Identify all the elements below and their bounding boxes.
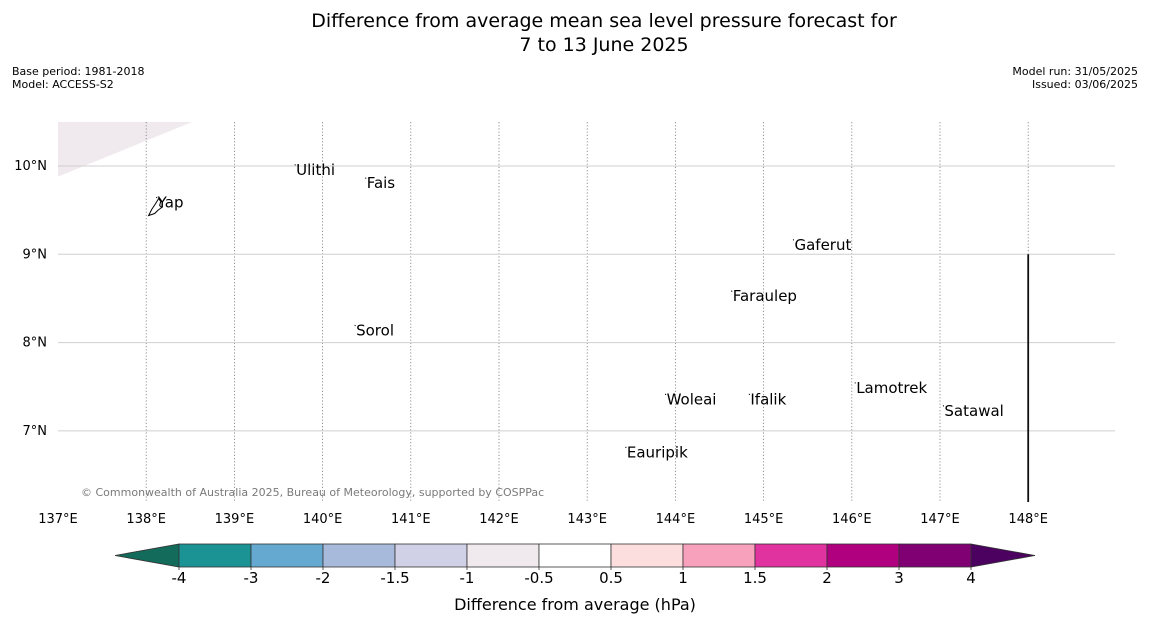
colorbar-tick-label: -2 (316, 569, 331, 587)
colorbar-tick-label: -0.5 (524, 569, 553, 587)
place-label-fais: Fais (367, 174, 396, 192)
lon-tick-label: 145°E (744, 512, 784, 527)
place-marker (854, 382, 856, 384)
place-label-eauripik: Eauripik (627, 443, 688, 461)
colorbar-segment (898, 543, 972, 568)
issued-date: Issued: 03/06/2025 (1031, 78, 1138, 91)
place-marker (156, 196, 158, 199)
lat-tick-label: 10°N (14, 159, 47, 174)
place-label-gaferut: Gaferut (794, 236, 851, 254)
base-period: Base period: 1981-2018 (12, 65, 145, 78)
lon-tick-label: 138°E (126, 512, 166, 527)
place-label-satawal: Satawal (944, 402, 1003, 420)
lon-tick-label: 140°E (303, 512, 343, 527)
colorbar-tick-label: -3 (244, 569, 259, 587)
lat-tick-label: 8°N (23, 336, 48, 351)
meta-right: Model run: 31/05/2025 Issued: 03/06/2025 (1012, 65, 1138, 91)
colorbar-segment (826, 543, 900, 568)
colorbar-segment (610, 543, 684, 568)
colorbar-segment (394, 543, 468, 568)
colorbar-segment (250, 543, 324, 568)
colorbar-tick-label: 3 (894, 569, 904, 587)
lon-tick-label: 139°E (215, 512, 255, 527)
place-label-ifalik: Ifalik (750, 390, 786, 408)
lon-tick-label: 141°E (391, 512, 431, 527)
lon-tick-label: 147°E (920, 512, 960, 527)
colorbar-arrow-low (114, 543, 180, 568)
colorbar-segment (466, 543, 540, 568)
place-marker (731, 290, 733, 292)
colorbar-tick-label: 4 (966, 569, 976, 587)
place-label-yap: Yap (157, 194, 184, 212)
copyright-notice: © Commonwealth of Australia 2025, Bureau… (81, 486, 544, 499)
yap-island-shape (147, 197, 163, 217)
colorbar-segment (754, 543, 828, 568)
shaded-region (58, 122, 193, 177)
colorbar-tick-label: -4 (172, 569, 187, 587)
colorbar-segment (178, 543, 252, 568)
colorbar-tick-label: 1.5 (743, 569, 767, 587)
lon-tick-label: 137°E (38, 512, 78, 527)
place-label-faraulep: Faraulep (733, 287, 797, 305)
colorbar-tick-label: 2 (822, 569, 832, 587)
model-name: Model: ACCESS-S2 (12, 78, 114, 91)
place-marker (748, 393, 750, 396)
chart-title: Difference from average mean sea level p… (0, 9, 1150, 57)
title-line-2: 7 to 13 June 2025 (519, 34, 689, 56)
colorbar-arrow-high (970, 543, 1036, 568)
colorbar: -4 -3 -2 -1.5 -1 -0.5 0.5 1 1.5 2 3 4 (114, 543, 1036, 587)
lon-tick-label: 148°E (1008, 512, 1048, 527)
colorbar-segment (682, 543, 756, 568)
colorbar-tick-label: 0.5 (599, 569, 623, 587)
meta-left: Base period: 1981-2018 Model: ACCESS-S2 (12, 65, 144, 91)
colorbar-tick-label: -1 (460, 569, 475, 587)
place-label-ulithi: Ulithi (296, 161, 335, 179)
lon-tick-label: 144°E (656, 512, 696, 527)
lon-tick-label: 146°E (832, 512, 872, 527)
place-marker (365, 177, 367, 179)
lat-tick-label: 9°N (23, 247, 48, 262)
place-label-woleai: Woleai (667, 390, 717, 408)
colorbar-tick-label: 1 (678, 569, 688, 587)
place-label-lamotrek: Lamotrek (856, 379, 927, 397)
model-run: Model run: 31/05/2025 (1012, 65, 1138, 78)
place-marker (792, 239, 795, 241)
title-line-1: Difference from average mean sea level p… (311, 10, 897, 32)
colorbar-label: Difference from average (hPa) (454, 595, 696, 614)
place-marker (625, 446, 627, 448)
place-label-sorol: Sorol (356, 322, 394, 340)
place-marker (942, 405, 945, 407)
place-marker (294, 164, 296, 166)
colorbar-tick-label: -1.5 (380, 569, 409, 587)
map-layer: 137°E 138°E 139°E 140°E 141°E 142°E 143°E 144°E… (14, 122, 1115, 527)
colorbar-segment (322, 543, 396, 568)
lon-tick-label: 143°E (567, 512, 607, 527)
place-marker (354, 324, 356, 327)
place-marker (664, 393, 667, 396)
lon-tick-label: 142°E (479, 512, 519, 527)
lat-tick-label: 7°N (23, 424, 48, 439)
colorbar-segment (538, 543, 612, 568)
